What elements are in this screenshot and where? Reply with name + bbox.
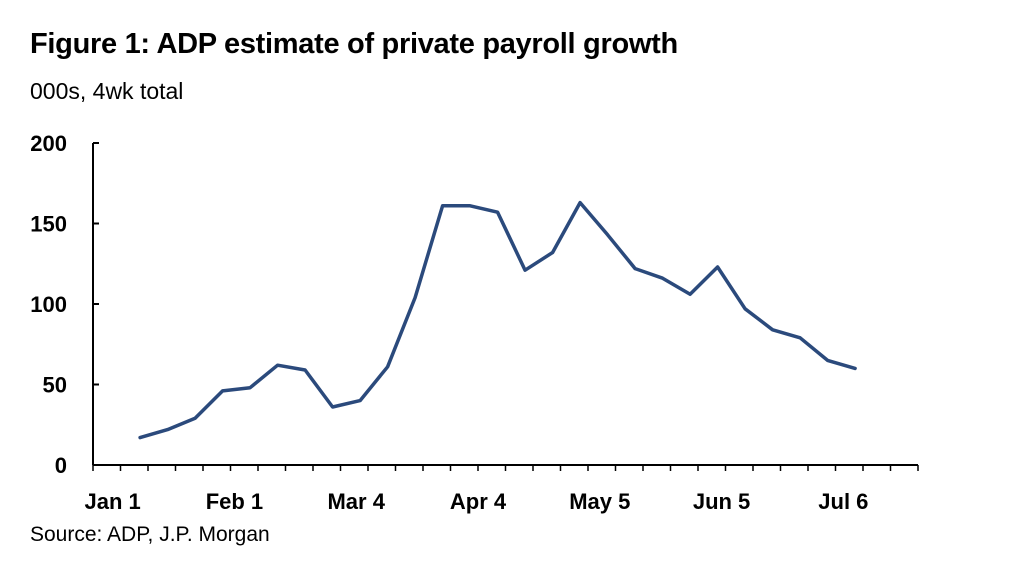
y-tick-label: 150 [30,212,67,237]
series-line [138,200,857,440]
x-tick-label: Apr 4 [450,489,507,514]
axes [92,142,919,471]
x-tick-label: Feb 1 [206,489,263,514]
x-tick-label: Jan 1 [85,489,141,514]
series-group [138,200,857,440]
y-tick-label: 200 [30,131,67,156]
tick-labels: 0 50 100 150 200 Jan 1 Feb 1 Mar 4 Apr 4 May 5 Jun… [30,131,868,514]
x-tick-label: May 5 [569,489,630,514]
chart-title: Figure 1: ADP estimate of private payrol… [30,28,678,60]
chart-subtitle: 000s, 4wk total [30,78,184,104]
y-tick-label: 100 [30,292,67,317]
y-tick-label: 0 [55,453,67,478]
source-note: Source: ADP, J.P. Morgan [30,523,270,546]
x-tick-label: Mar 4 [327,489,385,514]
y-tick-label: 50 [43,373,67,398]
x-tick-label: Jul 6 [818,489,868,514]
x-tick-label: Jun 5 [693,489,750,514]
